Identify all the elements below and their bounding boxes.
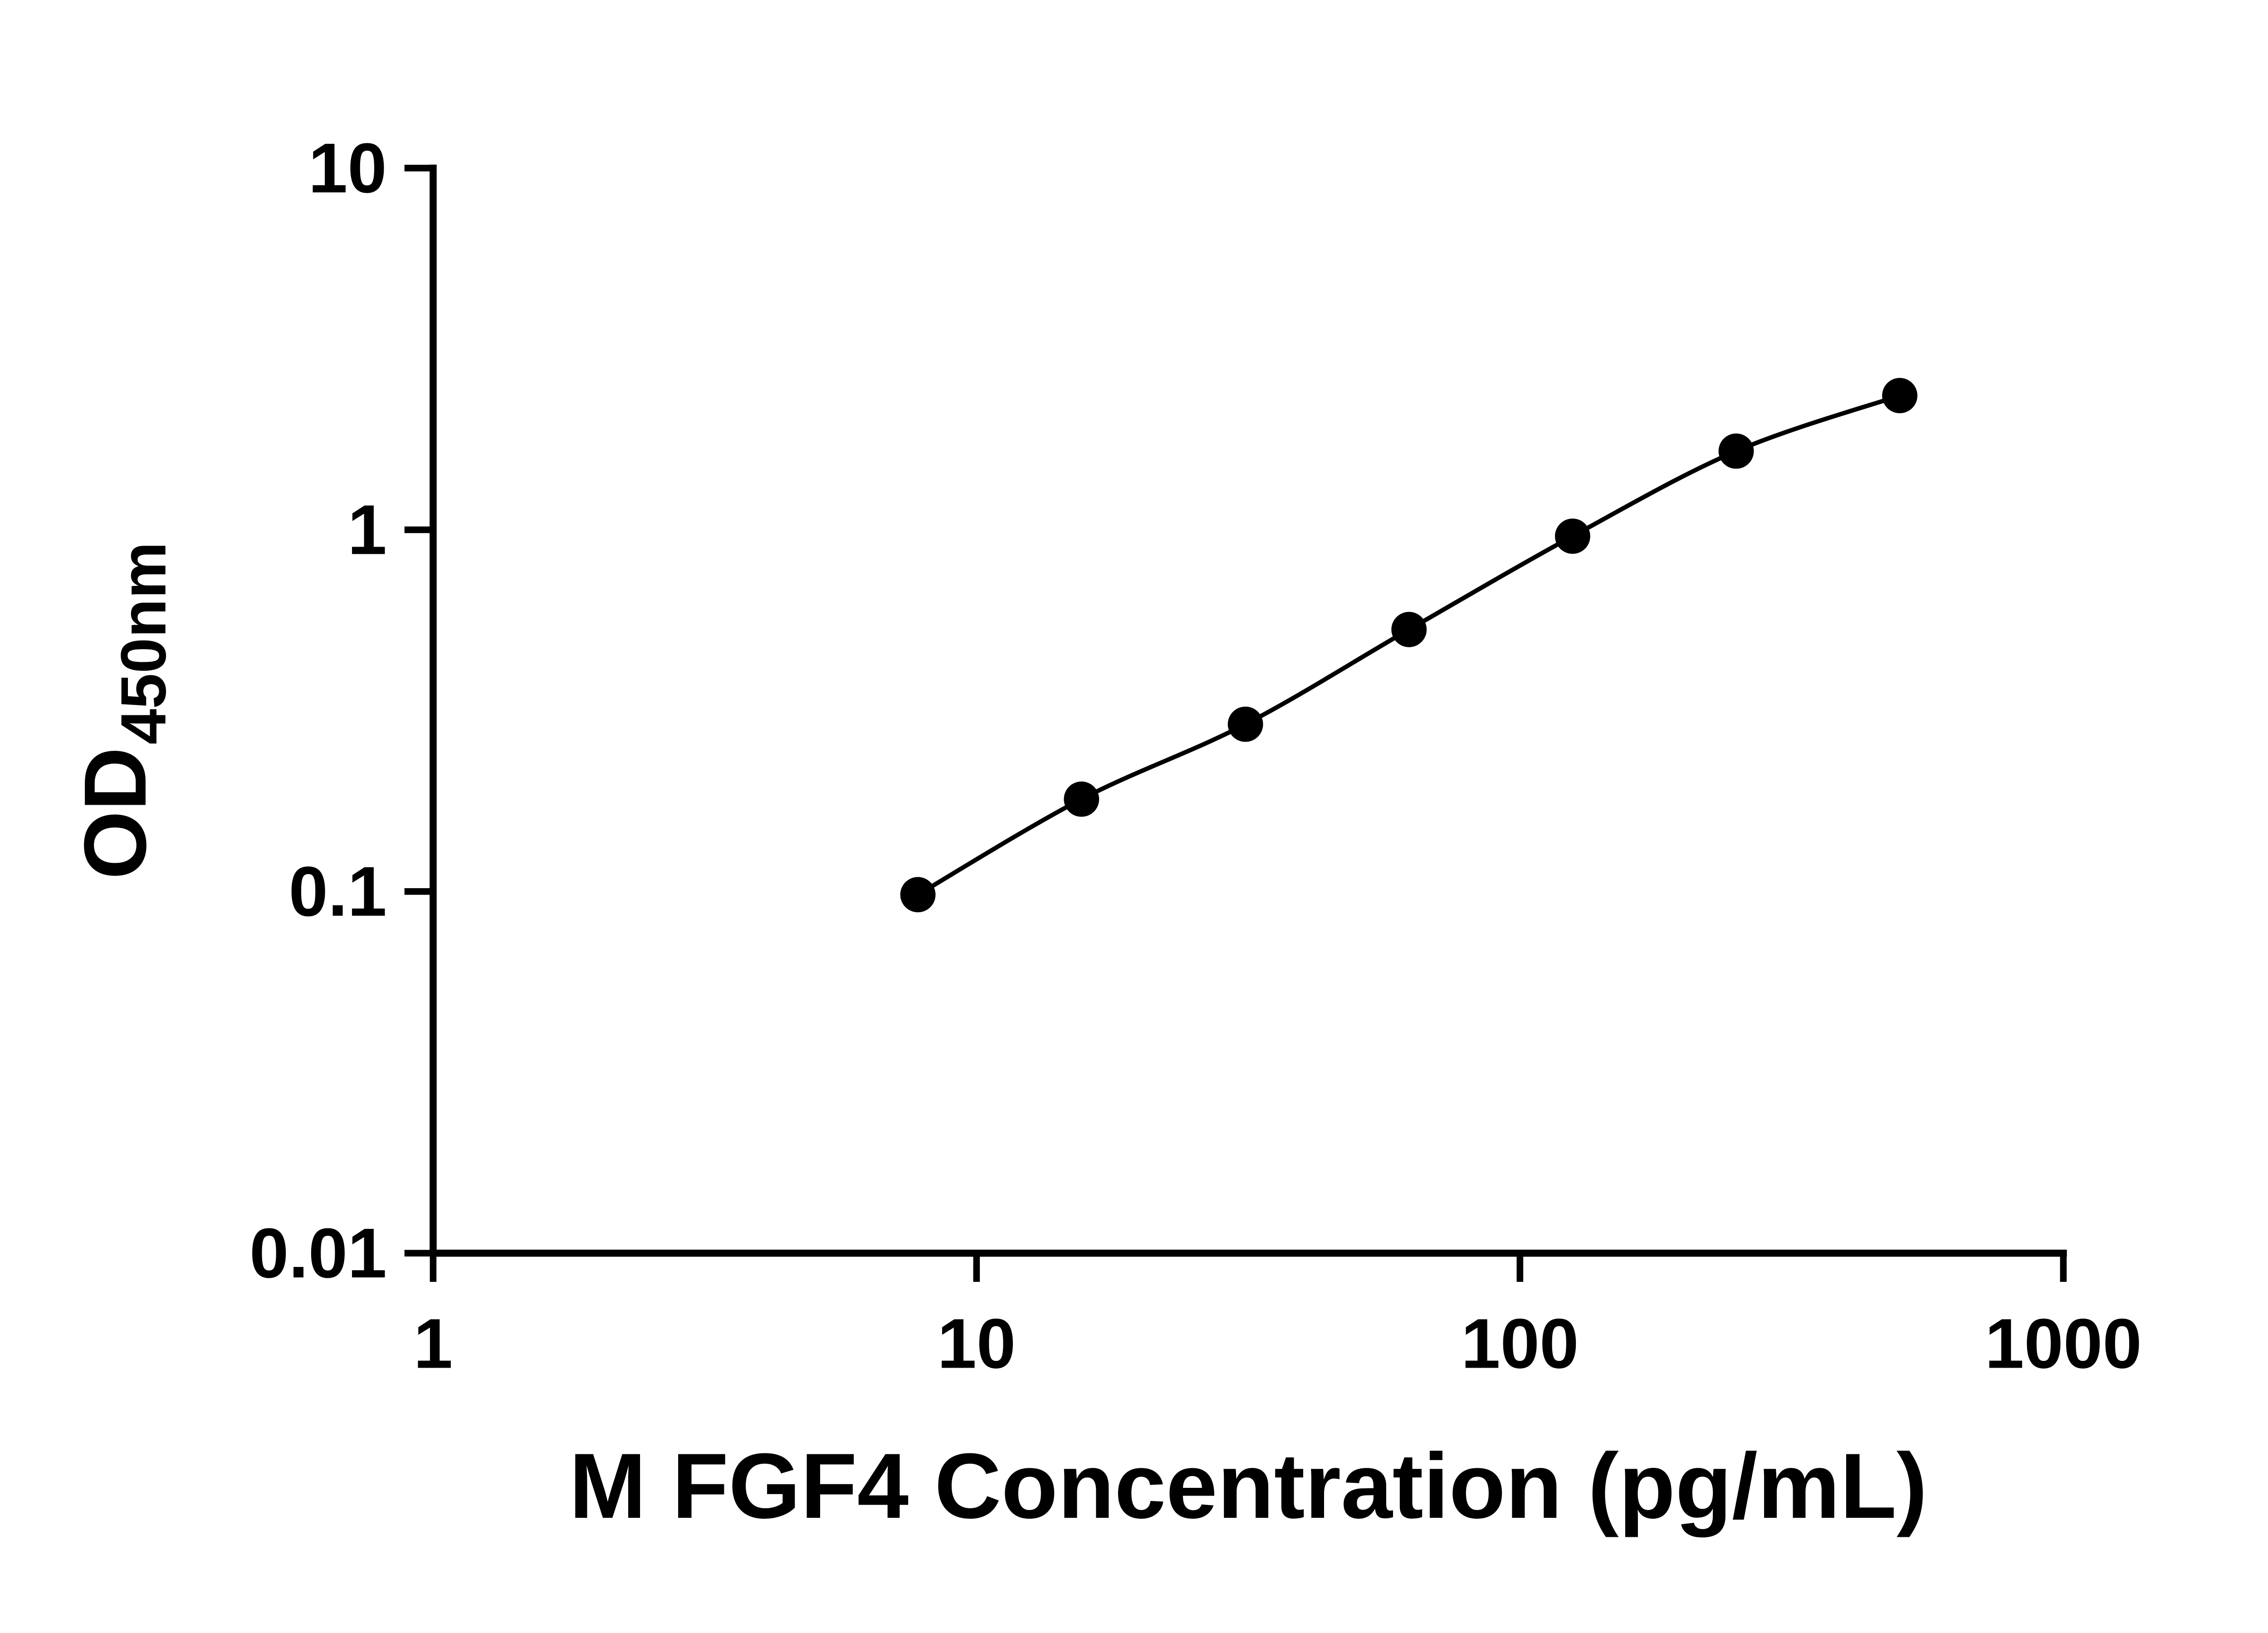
x-tick-label: 1 [414,1304,453,1383]
data-points-layer [900,378,1918,913]
data-point-marker [1882,378,1918,413]
y-tick-label: 0.01 [249,1213,387,1292]
y-tick-label: 10 [308,128,387,207]
y-axis-title-subscript: 450nm [108,542,179,745]
tick-labels: 1 10 100 1000 0.01 0.1 1 10 [249,128,2142,1383]
data-point-marker [900,877,936,913]
x-tick-label: 1000 [1985,1304,2142,1383]
data-point-marker [1718,433,1754,469]
x-tick-label: 10 [937,1304,1016,1383]
tick-marks [404,165,2067,1282]
data-point-marker [1227,706,1263,742]
y-tick-label: 0.1 [288,852,386,931]
y-axis-title-main: OD [66,747,165,880]
y-tick-label: 1 [347,490,387,569]
y-axis-title: OD450nm [66,542,179,880]
x-tick-label: 100 [1461,1304,1579,1383]
data-point-marker [1391,611,1427,647]
data-point-marker [1555,518,1590,554]
x-axis-title: M FGF4 Concentration (pg/mL) [569,1434,1928,1538]
data-point-marker [1064,781,1100,817]
